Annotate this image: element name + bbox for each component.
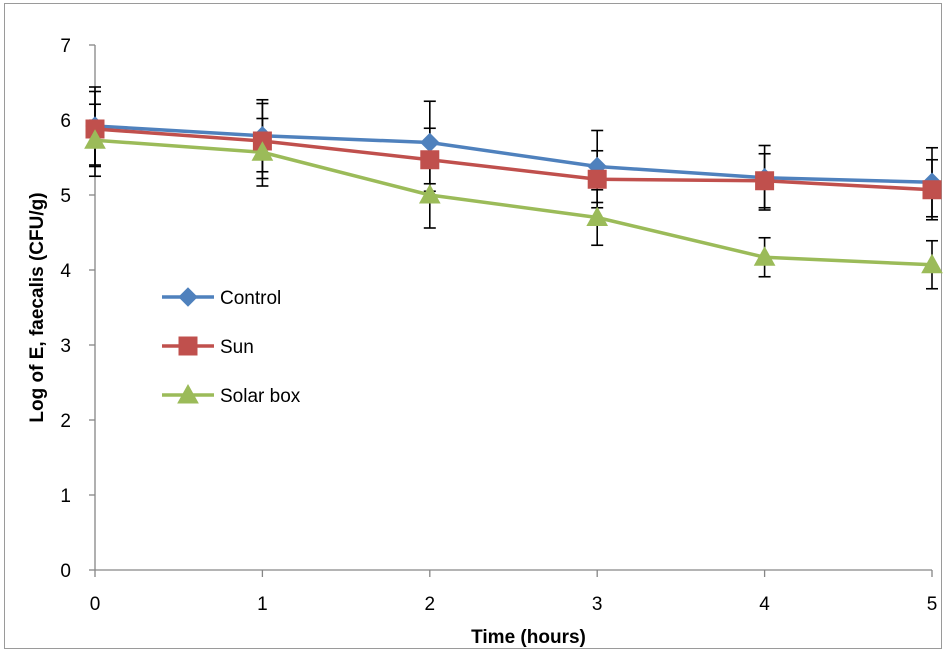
square-marker: [755, 171, 775, 191]
y-tick-label: 1: [60, 486, 71, 507]
series-line-0: [94, 124, 933, 184]
y-tick-label: 4: [60, 261, 71, 282]
square-marker: [178, 336, 198, 356]
triangle-marker: [84, 129, 106, 149]
x-tick-label: 4: [759, 594, 770, 615]
square-marker: [587, 169, 607, 189]
y-tick-label: 3: [60, 336, 71, 357]
x-tick-label: 5: [927, 594, 938, 615]
axes: 0 1 2 3 4 5 6 7 0 1 2 3 4 5: [60, 36, 937, 615]
y-tick-label: 6: [60, 111, 71, 132]
series-line-1: [94, 127, 933, 192]
triangle-marker: [921, 253, 943, 274]
y-axis-title: Log of E, faecalis (CFU/g): [27, 192, 48, 422]
y-tick-label: 5: [60, 186, 71, 207]
y-tick-label: 0: [60, 561, 71, 582]
legend-label: Control: [220, 288, 281, 309]
triangle-marker: [177, 383, 199, 404]
triangle-marker: [418, 183, 441, 204]
x-tick-label: 1: [257, 594, 268, 615]
x-tick-label: 0: [90, 594, 101, 615]
series-markers: [84, 116, 943, 274]
triangle-marker: [753, 246, 776, 266]
legend-label: Solar box: [220, 386, 301, 407]
y-tick-label: 7: [60, 36, 71, 57]
series-line-2: [94, 138, 933, 267]
y-tick-label: 2: [60, 411, 71, 432]
x-tick-label: 2: [425, 594, 436, 615]
triangle-marker: [586, 206, 609, 226]
chart-frame: [4, 3, 942, 649]
x-axis-title: Time (hours): [471, 627, 586, 648]
x-tick-label: 3: [592, 594, 603, 615]
square-marker: [420, 150, 440, 170]
square-marker: [922, 180, 942, 200]
triangle-marker: [251, 141, 274, 161]
legend-label: Sun: [220, 337, 254, 358]
diamond-marker: [178, 287, 198, 307]
legend: Control Sun Solar box: [162, 287, 301, 407]
series-lines: [94, 124, 933, 267]
diamond-marker: [420, 132, 440, 153]
